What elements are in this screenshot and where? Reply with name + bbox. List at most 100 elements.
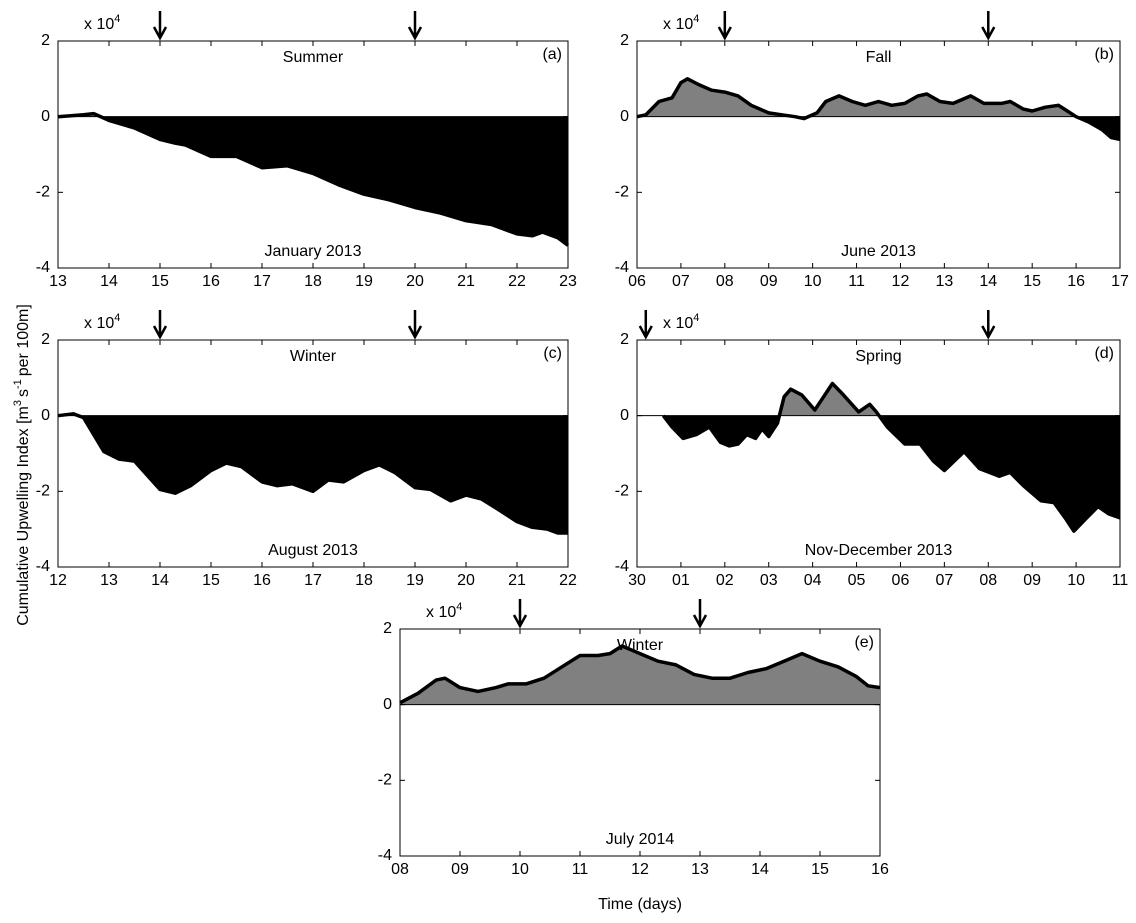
y-tick-label: -2 [615,184,629,201]
y-tick-label: -2 [378,772,392,789]
month-label: July 2014 [606,831,675,848]
y-label-superscript: -1 [12,379,24,389]
y-axis-label: Cumulative Upwelling Index [m3 s-1 per 100… [12,304,32,626]
y-tick-label: -4 [615,259,629,276]
x-tick-label: 12 [892,273,910,290]
event-arrow [407,11,423,41]
area-negative [663,415,1120,532]
x-tick-label: 17 [253,273,271,290]
panel-label: (a) [542,46,562,63]
area-positive [400,646,880,705]
x-tick-label: 18 [355,572,373,589]
y-tick-label: -4 [378,847,392,864]
x-tick-label: 06 [892,572,910,589]
panel-title: Winter [617,637,664,654]
y-tick-label: 2 [41,331,50,348]
x-tick-label: 14 [979,273,997,290]
x-tick-label: 11 [848,273,865,290]
y-tick-label: -4 [36,259,50,276]
event-arrow [152,11,168,41]
panel-title: Summer [283,49,344,66]
y-multiplier: x 104 [84,312,120,332]
y-label-part: Cumulative Upwelling Index [m [15,406,32,626]
x-tick-label: 09 [451,861,469,878]
x-tick-label: 19 [355,273,373,290]
panel-label: (c) [543,345,562,362]
y-multiplier-exponent: 4 [693,312,699,324]
y-multiplier: x 104 [84,13,120,33]
series-line [57,111,570,247]
x-tick-label: 19 [406,572,424,589]
x-tick-label: 12 [49,572,67,589]
panel-label: (d) [1094,345,1114,362]
x-axis-label: Time (days) [598,896,682,913]
x-tick-label: 13 [100,572,118,589]
month-label: January 2013 [265,243,362,260]
x-tick-label: 16 [871,861,889,878]
area-negative [58,116,568,246]
y-tick-label: 0 [41,407,50,424]
x-tick-label: 07 [935,572,953,589]
y-tick-label: 0 [41,108,50,125]
event-arrow [152,310,168,340]
x-tick-label: 15 [151,273,169,290]
series-line [399,644,881,705]
panel-title: Winter [290,348,337,365]
event-arrow [981,310,996,340]
x-tick-label: 18 [304,273,322,290]
y-tick-label: -2 [36,483,50,500]
x-tick-label: 14 [100,273,118,290]
x-tick-label: 21 [457,273,475,290]
x-tick-label: 22 [559,572,577,589]
x-tick-label: 10 [804,273,822,290]
series-line [661,381,1121,533]
x-tick-label: 16 [202,273,220,290]
y-label-part: s [15,389,32,397]
panel-label: (b) [1094,46,1114,63]
y-multiplier-exponent: 4 [693,13,699,25]
x-tick-label: 11 [572,861,589,878]
x-tick-label: 13 [935,273,953,290]
month-label: Nov-December 2013 [805,542,953,559]
y-multiplier-base: x 10 [84,315,114,332]
x-tick-label: 15 [1023,273,1041,290]
event-arrow [512,599,528,629]
y-multiplier-exponent: 4 [114,13,120,25]
y-multiplier: x 104 [663,312,699,332]
x-tick-label: 23 [559,273,577,290]
event-arrow [981,11,996,41]
x-tick-label: 01 [672,572,690,589]
x-tick-label: 03 [760,572,778,589]
x-tick-label: 09 [760,273,778,290]
y-label-part: per 100m] [15,304,32,376]
x-tick-label: 22 [508,273,526,290]
x-tick-label: 15 [202,572,220,589]
x-tick-label: 02 [716,572,734,589]
x-tick-label: 07 [672,273,690,290]
x-tick-label: 10 [1067,572,1085,589]
y-tick-label: -4 [36,558,50,575]
series-line [57,412,568,535]
y-multiplier-base: x 10 [84,16,114,33]
y-multiplier-base: x 10 [663,315,693,332]
panel-title: Fall [866,49,892,66]
x-tick-label: 15 [811,861,829,878]
x-tick-label: 09 [1023,572,1041,589]
x-tick-label: 16 [253,572,271,589]
x-tick-label: 21 [508,572,526,589]
x-tick-label: 17 [304,572,322,589]
y-tick-label: 2 [620,331,629,348]
x-tick-label: 12 [631,861,649,878]
event-arrow [407,310,423,340]
y-tick-label: 2 [620,32,629,49]
y-multiplier: x 104 [426,601,462,621]
y-tick-label: -2 [615,483,629,500]
area-positive [637,78,1077,117]
y-tick-label: 0 [620,407,629,424]
panel-title: Spring [855,348,901,365]
y-multiplier: x 104 [663,13,699,33]
x-tick-label: 10 [511,861,529,878]
x-tick-label: 20 [457,572,475,589]
x-tick-label: 16 [1067,273,1085,290]
